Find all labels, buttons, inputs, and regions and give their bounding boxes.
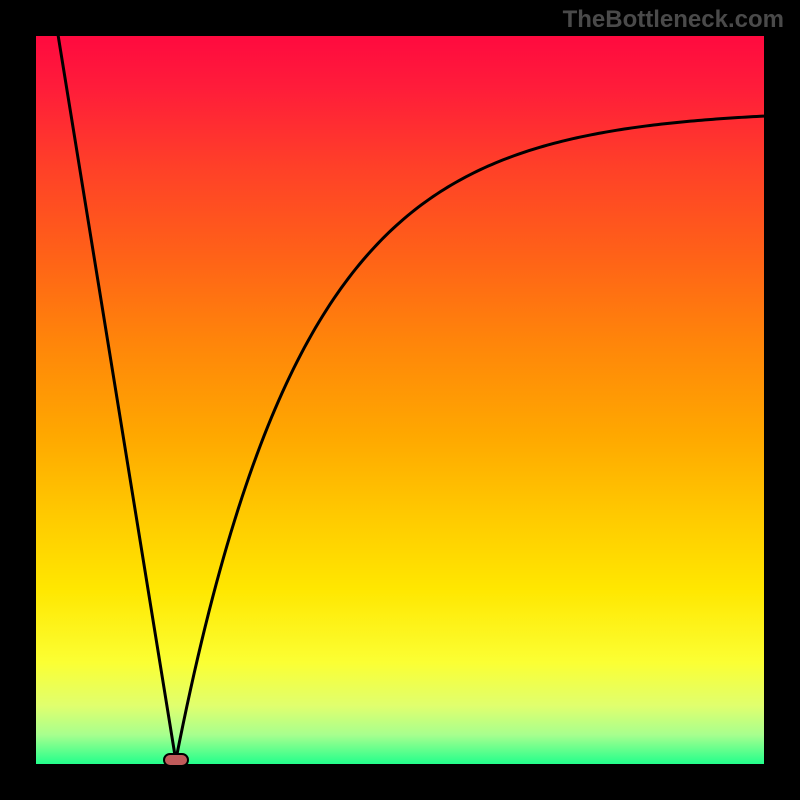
- watermark-text: TheBottleneck.com: [563, 6, 784, 34]
- optimum-marker: [163, 753, 188, 767]
- bottleneck-curve: [0, 0, 800, 800]
- chart-root: TheBottleneck.com: [0, 0, 800, 800]
